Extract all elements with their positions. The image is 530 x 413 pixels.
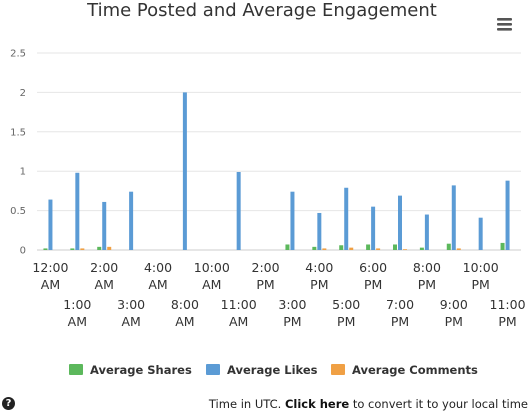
y-tick-label: 0.5 xyxy=(10,206,26,217)
y-tick-label: 2 xyxy=(20,88,26,99)
bar xyxy=(424,214,429,250)
x-tick-label: 10:00 AM xyxy=(194,260,230,292)
bar xyxy=(80,248,85,250)
y-tick-label: 0 xyxy=(20,246,26,257)
help-icon[interactable]: ? xyxy=(2,397,15,410)
legend-item[interactable]: Average Comments xyxy=(331,363,478,377)
bar xyxy=(446,243,451,250)
bar xyxy=(451,185,456,250)
legend: Average Shares Average Likes Average Comme… xyxy=(69,363,478,377)
x-tick-label: 7:00 PM xyxy=(386,297,414,329)
y-tick-label: 1.5 xyxy=(10,127,26,138)
x-tick-label: 3:00 PM xyxy=(278,297,306,329)
x-tick-label: 1:00 AM xyxy=(63,297,91,329)
bar xyxy=(70,248,75,250)
bar xyxy=(456,248,461,250)
timezone-note-prefix: Time in UTC. xyxy=(208,397,285,411)
x-tick-label: 2:00 AM xyxy=(90,260,118,292)
engagement-chart: Time Posted and Average Engagement 0 0.5 1… xyxy=(10,0,526,377)
x-tick-label: 9:00 PM xyxy=(440,297,468,329)
y-tick-label: 2.5 xyxy=(10,49,26,60)
x-tick-label: 2:00 PM xyxy=(252,260,280,292)
bars xyxy=(43,92,510,251)
x-tick-label: 12:00 AM xyxy=(32,260,68,292)
footer: ? Time in UTC. Click here to convert it … xyxy=(0,395,530,413)
timezone-note-suffix: to convert it to your local time xyxy=(349,397,528,411)
bar xyxy=(398,195,402,250)
hamburger-menu-icon xyxy=(497,18,512,31)
bar xyxy=(366,244,371,250)
x-tick-label: 5:00 PM xyxy=(332,297,360,329)
bar xyxy=(419,247,424,250)
x-tick-label: 11:00 PM xyxy=(490,297,526,329)
bar xyxy=(376,248,381,250)
bar xyxy=(102,201,107,250)
bar xyxy=(344,187,349,250)
x-tick-label: 4:00 AM xyxy=(144,260,172,292)
bar xyxy=(285,244,290,250)
bar xyxy=(371,206,376,250)
bar xyxy=(312,246,317,250)
x-tick-label: 8:00 AM xyxy=(171,297,199,329)
y-tick-label: 1 xyxy=(20,167,26,178)
x-tick-label: 4:00 PM xyxy=(305,260,333,292)
bar xyxy=(129,191,134,250)
x-tick-label: 6:00 PM xyxy=(359,260,387,292)
legend-item[interactable]: Average Likes xyxy=(206,363,318,377)
x-axis-ticks: 12:00 AM 1:00 AM 2:00 AM 3:00 AM 4:00 AM 8:00 AM 10:… xyxy=(32,260,525,329)
bar xyxy=(75,172,80,250)
x-tick-label: 10:00 PM xyxy=(463,260,499,292)
convert-time-link[interactable]: Click here xyxy=(284,397,350,411)
bar xyxy=(107,246,112,250)
chart-title: Time Posted and Average Engagement xyxy=(86,0,437,21)
bar xyxy=(403,249,407,250)
y-axis-ticks: 0 0.5 1 1.5 2 2.5 xyxy=(10,49,26,257)
legend-label: Average Comments xyxy=(352,363,478,377)
x-tick-label: 8:00 PM xyxy=(413,260,441,292)
bar xyxy=(236,171,241,250)
bar xyxy=(339,245,344,250)
legend-swatch xyxy=(206,364,220,375)
bar xyxy=(182,92,187,251)
legend-item[interactable]: Average Shares xyxy=(69,363,192,377)
bar xyxy=(500,242,505,250)
bar xyxy=(290,191,295,250)
chart-menu-button[interactable] xyxy=(494,14,516,34)
bar xyxy=(97,246,102,250)
bar xyxy=(317,212,322,250)
gridlines xyxy=(37,52,521,251)
bar xyxy=(349,247,354,250)
legend-label: Average Likes xyxy=(227,363,318,377)
legend-swatch xyxy=(331,364,345,375)
timezone-note: Time in UTC. Click here to convert it to… xyxy=(209,397,528,411)
bar xyxy=(48,199,53,250)
x-tick-label: 11:00 AM xyxy=(221,297,257,329)
legend-swatch xyxy=(69,364,83,375)
bar xyxy=(478,217,483,250)
legend-label: Average Shares xyxy=(90,363,192,377)
x-tick-label: 3:00 AM xyxy=(117,297,145,329)
bar xyxy=(43,248,48,250)
bar xyxy=(322,248,327,250)
bar xyxy=(505,180,510,250)
bar xyxy=(393,244,397,250)
